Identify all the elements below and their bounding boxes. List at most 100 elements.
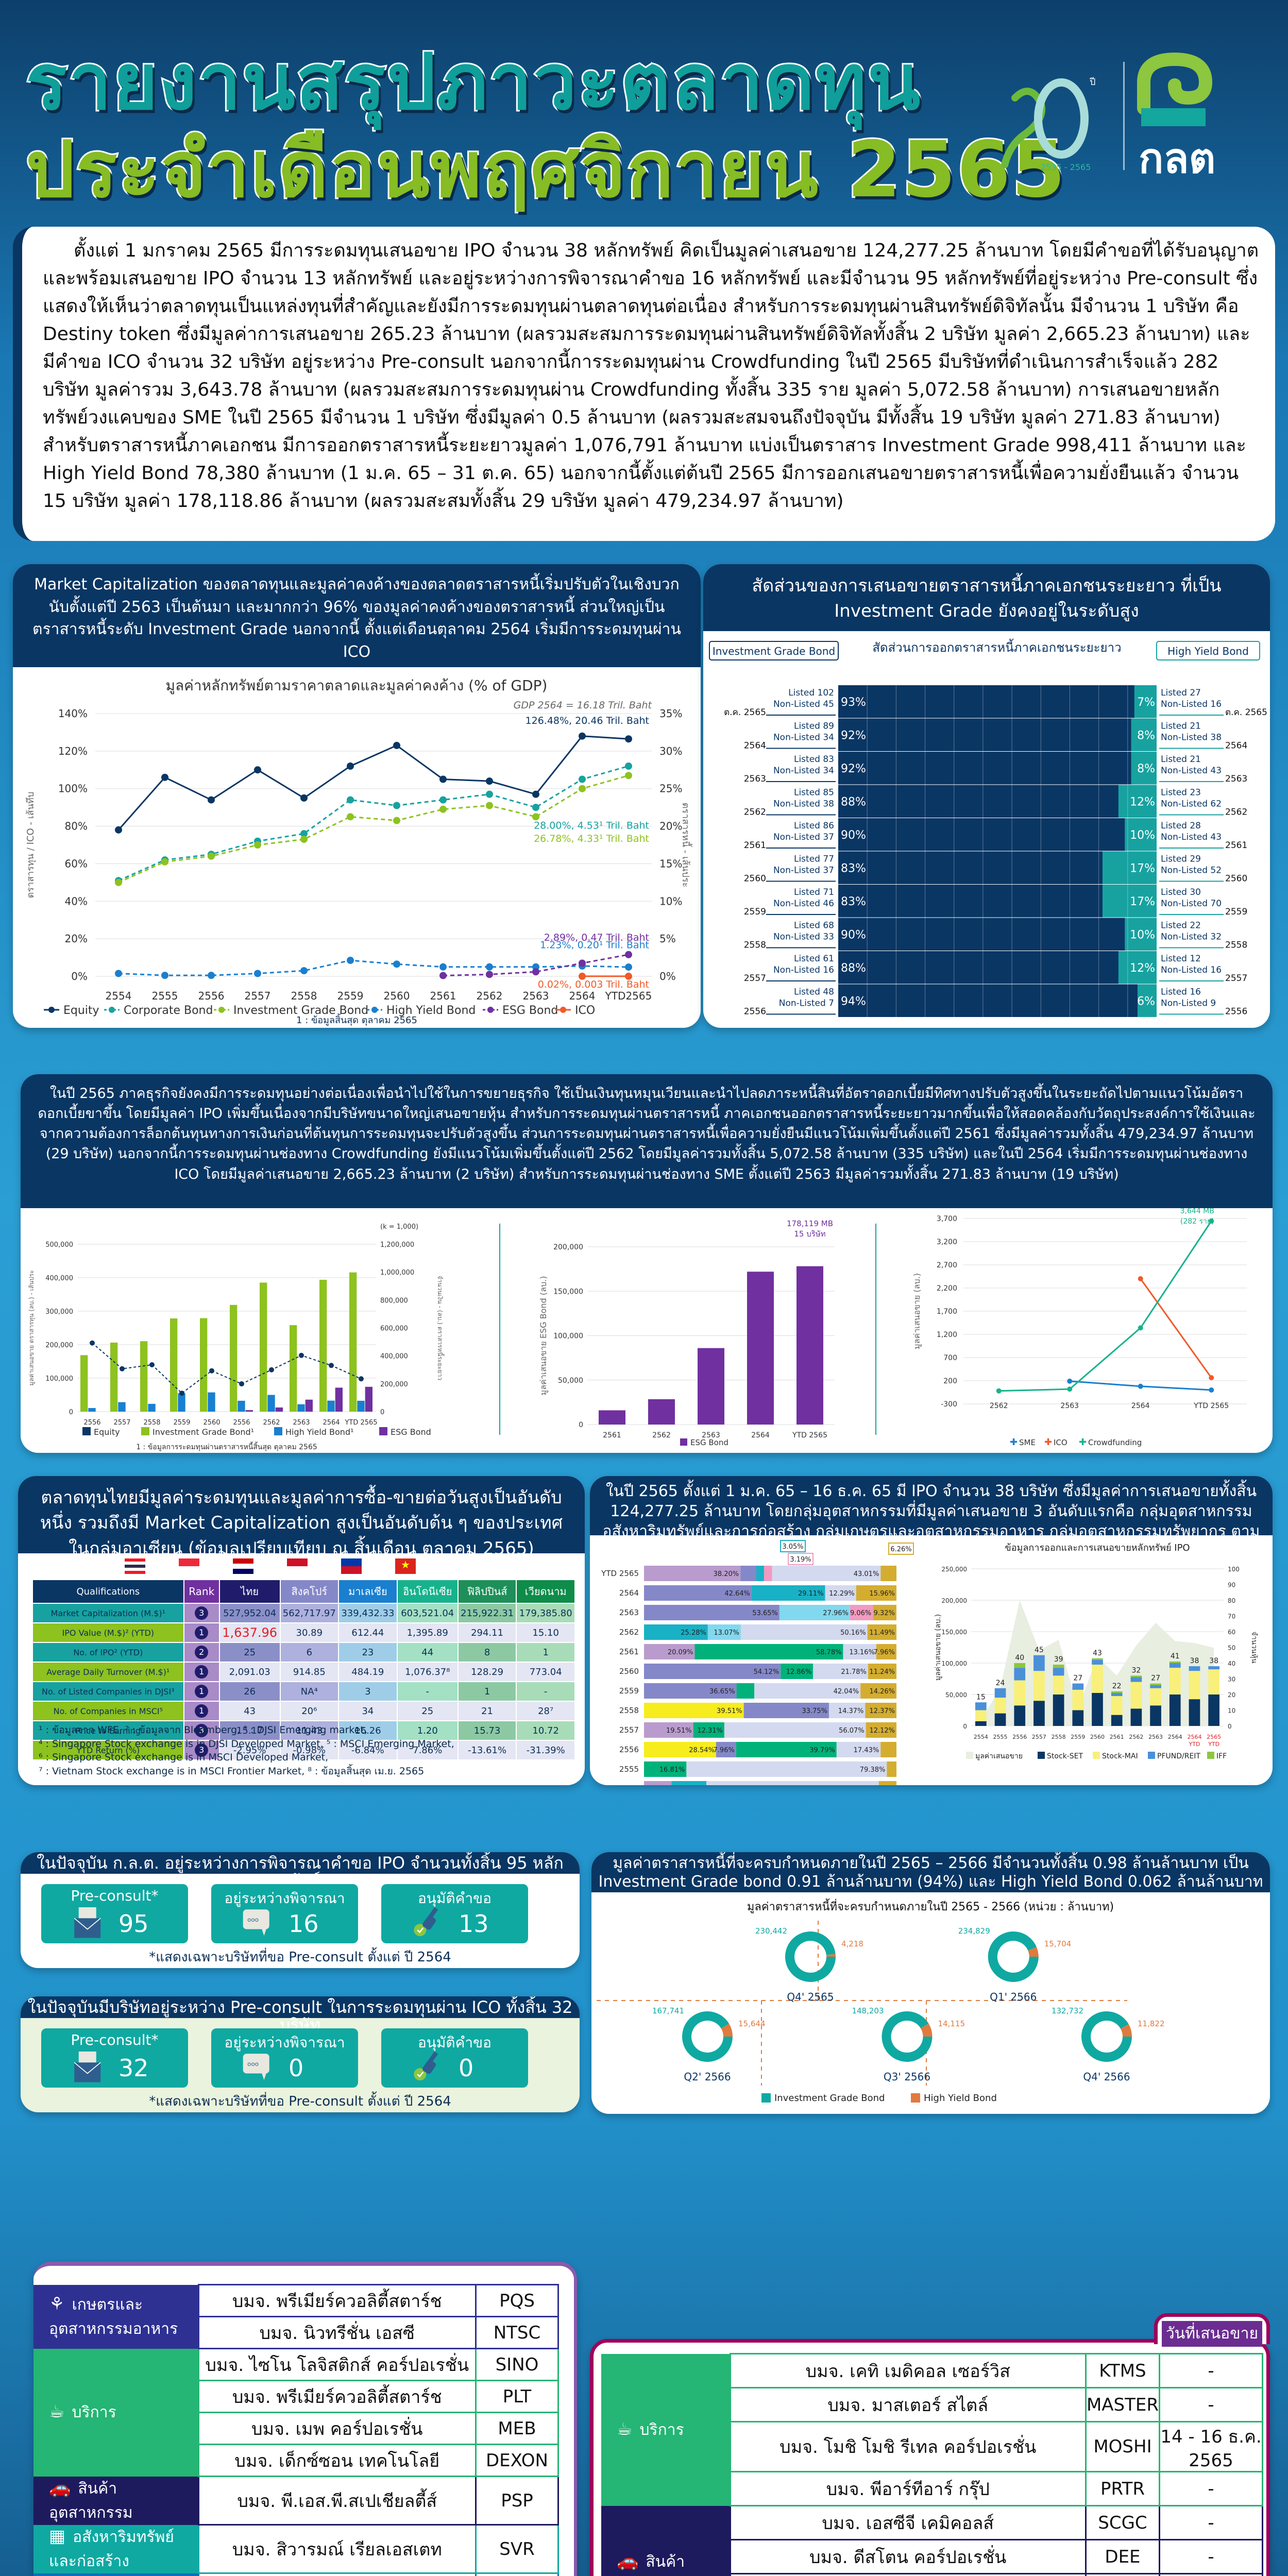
data-point	[254, 766, 261, 774]
segment-label: 39.79%	[809, 1747, 835, 1754]
ticker: PQS	[475, 2284, 559, 2317]
data-point	[579, 785, 586, 792]
column-header: ฟิลิปปินส์	[457, 1579, 517, 1604]
ipo-pipeline-header: ในปัจจุบัน ก.ล.ต. อยู่ระหว่างการพิจารณาค…	[21, 1852, 580, 1889]
data-point	[625, 772, 632, 779]
value-cell: 215,922.31	[457, 1603, 517, 1623]
y-tick-left: 0	[69, 1409, 73, 1416]
segment	[716, 1742, 736, 1757]
value-cell: 7.86%	[396, 1740, 459, 1760]
ig-listed: Listed 68	[794, 921, 834, 931]
segment-label: 11.24%	[869, 1668, 895, 1676]
segment-label: 7.96%	[874, 1649, 895, 1656]
year-label-left: 2562	[744, 807, 766, 818]
ig-nonlisted: Non-Listed 37	[773, 832, 834, 842]
quarter-label: Q4' 2565	[787, 1991, 834, 2003]
equity-point	[299, 1352, 304, 1358]
segment	[686, 1761, 887, 1777]
value-cell: 43	[218, 1701, 281, 1721]
segment-label: 36.65%	[709, 1688, 735, 1696]
chart-title: ข้อมูลการออกและการเสนอขายหลักทรัพย์ IPO	[1005, 1543, 1190, 1553]
y-axis-label-right: จำนวนหุ้น	[1250, 1632, 1258, 1664]
company-row: 🚗 สินค้าอุตสาหกรรม บมจ. พี.เอส.พี.สเปเชียล…	[33, 2476, 559, 2526]
count-segment	[1092, 1659, 1103, 1665]
ticker: PRTR	[1084, 2471, 1161, 2506]
value-cell: -	[396, 1681, 459, 1702]
segment-label: 25.28%	[681, 1629, 706, 1637]
data-point	[300, 836, 308, 843]
legend-label: Investment Grade Bond	[774, 2093, 885, 2104]
y-tick-right: 50	[1228, 1645, 1235, 1652]
segment	[825, 1585, 856, 1601]
year-label-right: 2560	[1225, 874, 1247, 884]
x-tick: 2557	[245, 990, 271, 1002]
ipo-industry-header: ในปี 2565 ตั้งแต่ 1 ม.ค. 65 – 16 ธ.ค. 65…	[590, 1476, 1273, 1561]
ig-listed: Listed 89	[794, 721, 834, 732]
ticker: SINO	[475, 2348, 559, 2381]
count-segment	[1130, 1675, 1142, 1677]
anniversary-logo: ปี 2535 - 2565	[984, 62, 1103, 175]
data-point	[532, 968, 539, 976]
company-row: บมจ. นิวทรีชั่น เอสซี NTSC	[33, 2316, 559, 2349]
segment-label: 42.64%	[724, 1590, 750, 1598]
bar-highyieldbond	[357, 1400, 365, 1412]
legend-label: Stock-SET	[1047, 1752, 1083, 1760]
count-segment	[1014, 1705, 1026, 1726]
count-segment	[994, 1698, 1006, 1714]
count-segment	[975, 1702, 987, 1710]
market-cap-header: Market Capitalization ของตลาดทุนและมูลค่…	[13, 564, 701, 667]
segment-label: 12.29%	[829, 1590, 855, 1598]
hy-pct: 12%	[1130, 962, 1155, 975]
rank-cell: 3	[183, 1720, 220, 1741]
bar-esgbond	[305, 1399, 313, 1412]
svg-text:ooo: ooo	[247, 1916, 259, 1923]
hy-pct: 7%	[1137, 696, 1155, 709]
y-tick: -300	[941, 1400, 957, 1409]
stat-box-: อยู่ระหว่างพิจารณา ooo 0	[211, 2028, 358, 2088]
report-title-line1: รายงานสรุปภาวะตลาดทุน	[24, 36, 922, 129]
segment	[850, 1605, 873, 1620]
x-tick: 2563	[523, 990, 549, 1002]
series-end-label: 2.89%, 0.47 Tril. Baht	[544, 932, 649, 943]
value-cell: 484.19	[338, 1662, 398, 1682]
segment-label: 11.49%	[869, 1629, 895, 1637]
y-tick: 2,200	[937, 1284, 957, 1293]
segment-label: 39.51%	[717, 1707, 742, 1715]
data-point	[625, 951, 632, 958]
year-label-left: 2559	[744, 907, 766, 917]
footnote: ⁴ : Singapore Stock exchange is in DJSI …	[39, 1738, 454, 1750]
legend-swatch	[1207, 1752, 1214, 1759]
legend-label: SME	[1019, 1438, 1036, 1447]
ticker: NTSC	[475, 2316, 559, 2349]
legend-swatch	[680, 1438, 687, 1446]
value-cell: 28⁷	[516, 1701, 575, 1721]
ig-value-label: 148,203	[852, 2006, 884, 2015]
count-segment	[1169, 1694, 1181, 1726]
ticker: DEE	[1084, 2539, 1161, 2574]
x-tick: 2565	[1207, 1734, 1221, 1740]
x-tick: 2560	[1090, 1734, 1105, 1740]
count-segment	[1111, 1692, 1123, 1697]
y-tick-right: 20%	[659, 820, 682, 833]
ig-listed: Listed 83	[794, 754, 834, 765]
segment	[754, 1683, 861, 1699]
legend-label: ICO	[575, 1004, 595, 1017]
column-header: อินโดนีเซีย	[396, 1579, 459, 1604]
value-cell: 16.26	[338, 1720, 398, 1741]
ig-listed: Listed 102	[788, 688, 834, 698]
equity-point	[359, 1376, 364, 1382]
chart-title: สัดส่วนการออกตราสารหนี้ภาคเอกชนระยะยาว	[872, 638, 1121, 655]
ig-value-label: 132,732	[1052, 2006, 1083, 2015]
ig-bar	[838, 984, 1138, 1017]
year-label-left: 2563	[744, 774, 766, 784]
hy-nonlisted: Non-Listed 43	[1161, 832, 1222, 842]
data-point	[625, 972, 632, 980]
segment	[707, 1624, 741, 1640]
table-row: YTD Return (%) 3 -2.95% -0.98% -6.84% 7.86% -1…	[32, 1740, 575, 1760]
count-segment	[1208, 1694, 1219, 1726]
ig-pct: 92%	[841, 730, 866, 742]
approved-card: ☕ บริการ บมจ. เคทิ เมดิคอล เซอร์วิส KTMS - บม…	[590, 2339, 1270, 2576]
data-point	[532, 804, 539, 811]
legend-label: Crowdfunding	[1088, 1438, 1142, 1447]
bond-ratio-header: สัดส่วนของการเสนอขายตราสารหนี้ภาคเอกชนระ…	[703, 564, 1270, 631]
